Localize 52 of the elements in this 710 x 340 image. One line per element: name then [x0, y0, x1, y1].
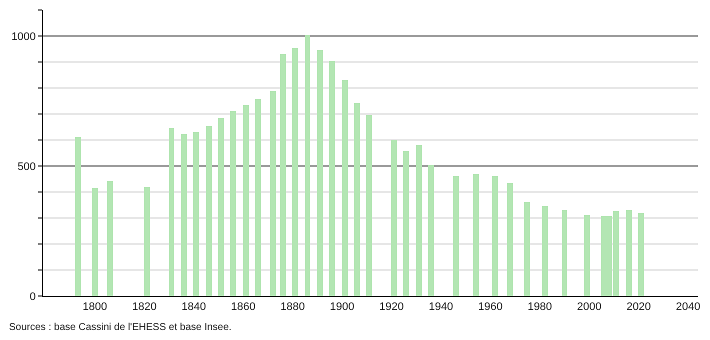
bar — [416, 145, 422, 296]
bar — [638, 213, 644, 296]
bar — [230, 111, 236, 296]
x-tick-label: 1960 — [478, 301, 503, 314]
bar — [584, 215, 590, 296]
x-tick-label: 1820 — [132, 301, 157, 314]
bar — [169, 128, 174, 296]
bar — [270, 91, 276, 296]
bar — [453, 176, 459, 296]
x-tick-label: 2020 — [626, 301, 651, 314]
bar — [193, 132, 199, 296]
source-note: Sources : base Cassini de l'EHESS et base Insee. — [9, 322, 232, 333]
x-tick-label: 2000 — [577, 301, 602, 314]
bar — [107, 181, 113, 296]
bar — [181, 134, 187, 296]
bar — [473, 174, 479, 296]
x-tick-label: 1900 — [330, 301, 354, 314]
x-tick-label: 1800 — [82, 301, 108, 314]
bar — [366, 115, 372, 296]
bar — [218, 118, 224, 296]
x-tick-label: 1940 — [428, 301, 454, 314]
bar — [292, 48, 298, 296]
bar — [342, 80, 348, 296]
x-tick-label: 1920 — [379, 301, 404, 314]
bar — [144, 187, 150, 296]
bar — [403, 151, 409, 296]
bar — [492, 176, 498, 296]
bar — [391, 140, 397, 296]
bar — [255, 99, 261, 296]
x-tick-label: 1980 — [528, 301, 552, 314]
x-tick-label: 1880 — [280, 301, 305, 314]
bar — [305, 35, 310, 296]
bar — [507, 183, 513, 296]
x-tick-label: 1860 — [230, 301, 256, 314]
bar — [206, 126, 212, 296]
y-tick-label: 500 — [17, 160, 36, 173]
bar — [354, 103, 360, 296]
bar — [92, 188, 98, 296]
bar — [542, 206, 548, 296]
bar — [428, 165, 434, 296]
bar — [329, 61, 335, 296]
bar — [75, 137, 81, 296]
bar — [317, 50, 323, 296]
bar — [243, 105, 249, 296]
bar — [524, 202, 530, 296]
x-tick-label: 1840 — [182, 301, 206, 314]
bar — [280, 54, 286, 296]
y-tick-label: 0 — [30, 290, 36, 303]
bar — [562, 210, 567, 296]
bar — [626, 210, 632, 296]
x-tick-label: 2040 — [676, 301, 700, 314]
y-tick-label: 1000 — [11, 30, 36, 43]
